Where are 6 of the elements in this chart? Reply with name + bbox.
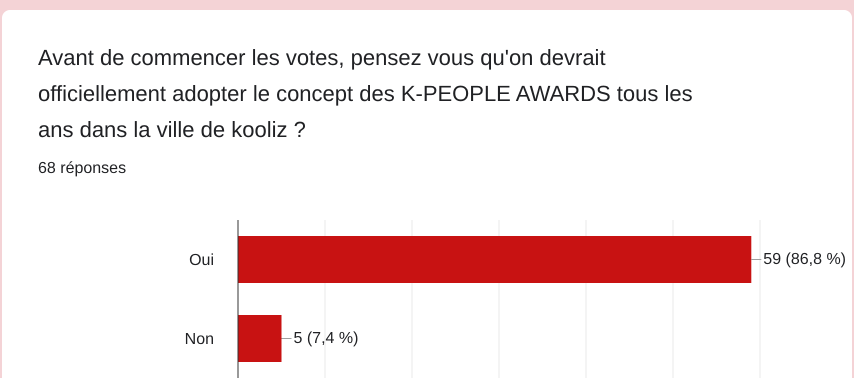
data-label: 5 (7,4 %) <box>294 330 358 347</box>
y-tick-label: Non <box>184 331 214 348</box>
text: 68 réponses <box>38 160 126 178</box>
y-tick-label: Oui <box>189 252 214 270</box>
chart-title: Avant de commencer les votes, pensez vous qu'on devrait officiellement adopter le concept des K-PEOPLE AWARDS tous les ans dans la ville de kooliz ? <box>38 44 694 144</box>
data-label: 59 (86,8 %) <box>763 251 846 268</box>
